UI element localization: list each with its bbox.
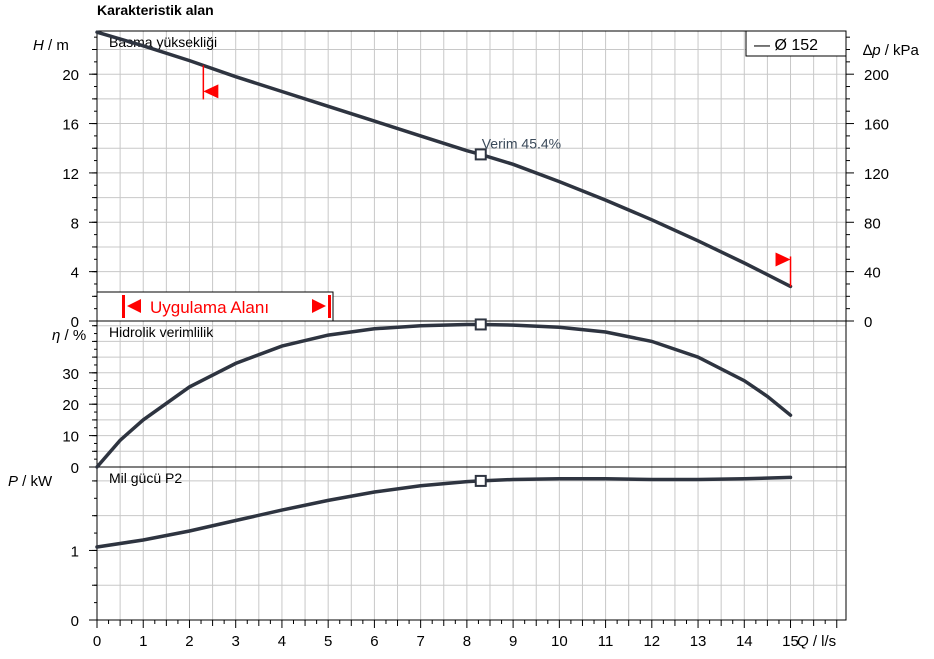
y-tick-label: 12: [62, 166, 79, 183]
y-tick-label: 4: [71, 265, 79, 282]
curve-power: [95, 475, 793, 549]
duty-point-label: Verim 45.4%: [482, 135, 561, 151]
range-max-arrow: [775, 252, 791, 267]
x-tick-label: 1: [139, 633, 147, 650]
range-bar-left: [122, 295, 125, 318]
duty-point-marker-efficiency: [474, 318, 487, 331]
x-tick-label: 14: [736, 633, 753, 650]
right-tick-label: 80: [864, 215, 881, 232]
x-tick-label: 10: [551, 633, 568, 650]
y-tick-label: 0: [71, 314, 79, 331]
x-tick-label: 7: [416, 633, 424, 650]
y-tick-label: 20: [62, 397, 79, 414]
curves: [95, 30, 793, 549]
x-tick-label: 6: [370, 633, 378, 650]
y-tick-label: 0: [71, 460, 79, 477]
right-axis-label: ∆p / kPa: [863, 42, 920, 59]
right-tick-label: 200: [864, 67, 889, 84]
chart-frames: [96, 30, 847, 621]
y-axis-label-head: H / m: [33, 37, 69, 54]
y-tick-label: 1: [71, 543, 79, 560]
duty-point-marker-power: [474, 474, 487, 487]
y-tick-label: 20: [62, 67, 79, 84]
right-tick-label: 120: [864, 166, 889, 183]
x-tick-label: 0: [93, 633, 101, 650]
tick-marks: [89, 36, 854, 628]
duty-point-marker-head: [474, 148, 487, 161]
legend-box: [745, 30, 847, 57]
y-tick-label: 16: [62, 117, 79, 134]
x-axis-label: Q / l/s: [797, 633, 836, 650]
y-axis-label-efficiency: η / %: [52, 327, 86, 344]
panel-label-efficiency: Hidrolik verimlilik: [109, 324, 214, 340]
x-tick-label: 13: [690, 633, 707, 650]
curve-efficiency: [95, 322, 793, 469]
panel-label-head: Basma yüksekliği: [109, 34, 217, 50]
y-axis-label-power: P / kW: [8, 473, 53, 490]
right-tick-label: 0: [864, 314, 872, 331]
right-tick-label: 40: [864, 265, 881, 282]
panel-frame-efficiency: [96, 320, 847, 468]
x-tick-label: 8: [463, 633, 471, 650]
y-tick-label: 30: [62, 366, 79, 383]
range-label: Uygulama Alanı: [150, 298, 269, 317]
x-tick-label: 9: [509, 633, 517, 650]
panel-label-power: Mil gücü P2: [109, 470, 182, 486]
operating-range-indicator: Uygulama Alanı: [122, 65, 792, 318]
panel-frame-power: [96, 466, 847, 621]
markers: [474, 148, 487, 487]
range-label-arrow-right: [312, 299, 326, 313]
y-tick-label: 10: [62, 429, 79, 446]
range-min-arrow: [203, 84, 219, 99]
x-tick-label: 2: [185, 633, 193, 650]
right-tick-label: 160: [864, 117, 889, 134]
range-bar-right: [328, 295, 331, 318]
curve-head: [95, 30, 793, 289]
x-tick-label: 15: [782, 633, 799, 650]
x-tick-label: 4: [278, 633, 286, 650]
y-tick-label: 8: [71, 215, 79, 232]
x-tick-label: 11: [598, 633, 614, 650]
x-tick-label: 12: [643, 633, 660, 650]
legend-label: — Ø 152: [754, 37, 818, 54]
chart-title: Karakteristik alan: [97, 2, 214, 18]
range-label-arrow-left: [127, 299, 141, 313]
x-tick-label: 5: [324, 633, 332, 650]
x-tick-label: 3: [232, 633, 240, 650]
y-tick-label: 0: [71, 613, 79, 630]
